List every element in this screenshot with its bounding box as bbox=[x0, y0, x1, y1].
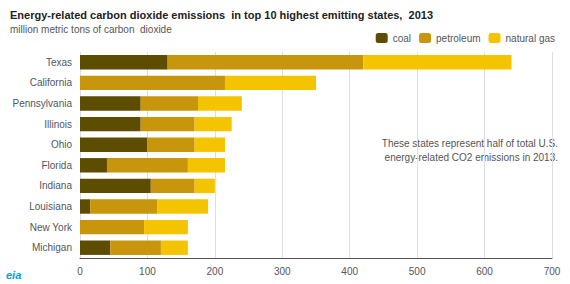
svg-text:California: California bbox=[30, 77, 73, 88]
svg-text:New York: New York bbox=[30, 222, 73, 233]
svg-text:Louisiana: Louisiana bbox=[29, 201, 72, 212]
svg-text:These states represent half of: These states represent half of total U.S… bbox=[382, 138, 558, 149]
svg-text:200: 200 bbox=[207, 266, 224, 277]
svg-text:500: 500 bbox=[409, 266, 426, 277]
svg-text:petroleum: petroleum bbox=[436, 33, 480, 44]
svg-text:600: 600 bbox=[476, 266, 493, 277]
svg-text:million metric tons of carbon: million metric tons of carbon dioxide bbox=[10, 24, 172, 35]
svg-text:100: 100 bbox=[139, 266, 156, 277]
svg-text:Florida: Florida bbox=[41, 160, 72, 171]
svg-text:400: 400 bbox=[341, 266, 358, 277]
svg-text:Indiana: Indiana bbox=[39, 180, 72, 191]
svg-text:Pennsylvania: Pennsylvania bbox=[13, 98, 73, 109]
svg-text:Texas: Texas bbox=[46, 57, 72, 68]
svg-text:Energy-related carbon dioxide: Energy-related carbon dioxide emissions … bbox=[10, 9, 433, 21]
svg-text:300: 300 bbox=[274, 266, 291, 277]
svg-text:energy-related CO2 emissions i: energy-related CO2 emissions in 2013. bbox=[385, 152, 558, 163]
svg-text:700: 700 bbox=[544, 266, 561, 277]
svg-text:Michigan: Michigan bbox=[32, 242, 72, 253]
svg-text:Ohio: Ohio bbox=[51, 139, 73, 150]
svg-text:eia: eia bbox=[6, 269, 21, 281]
svg-text:Illinois: Illinois bbox=[44, 119, 72, 130]
svg-text:natural gas: natural gas bbox=[506, 33, 555, 44]
svg-text:coal: coal bbox=[393, 33, 411, 44]
svg-text:0: 0 bbox=[77, 266, 83, 277]
